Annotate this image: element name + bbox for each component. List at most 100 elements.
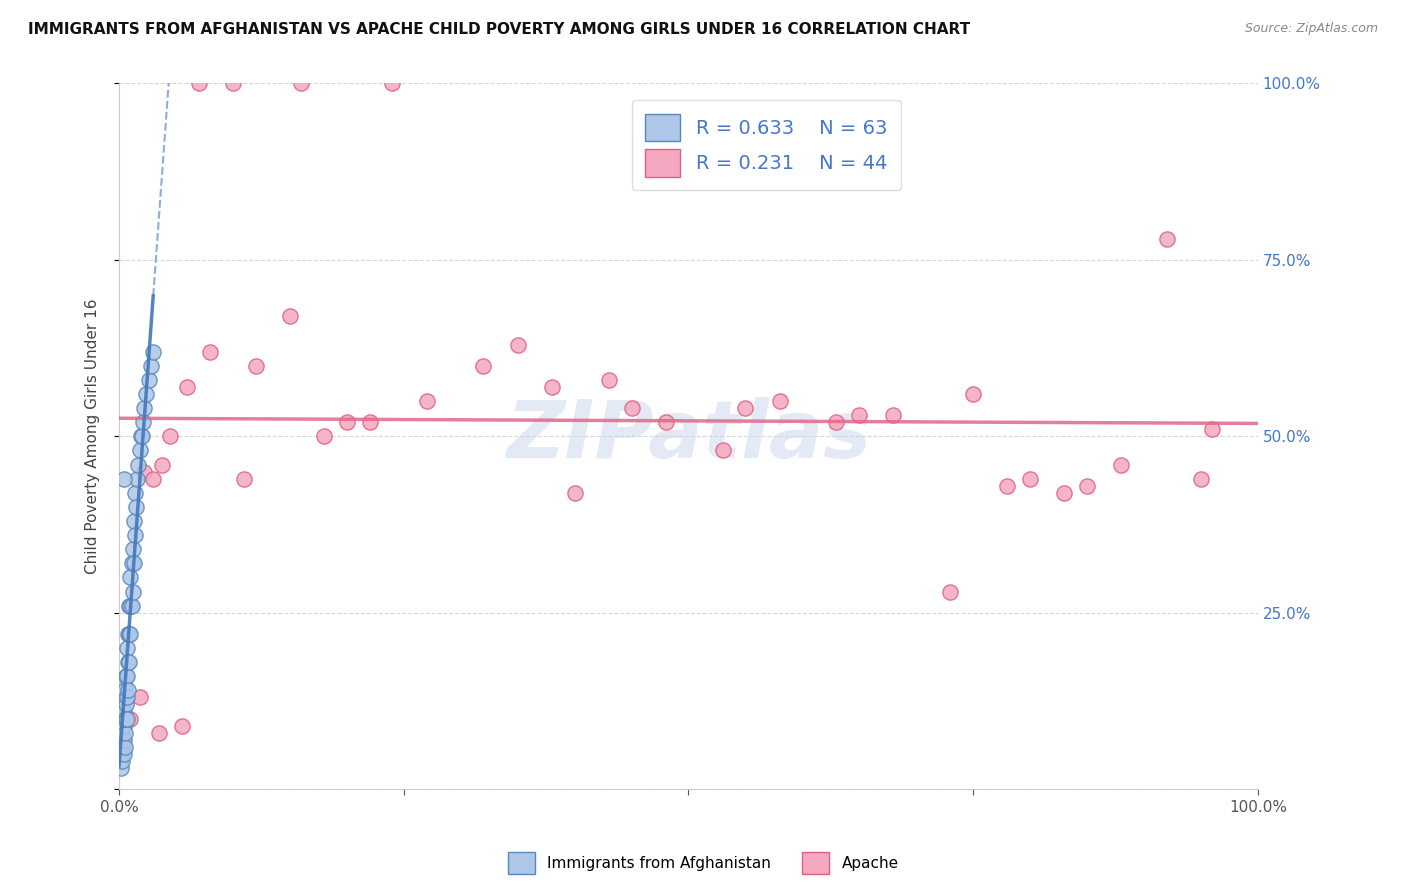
Point	[117, 655, 139, 669]
Point	[128, 443, 150, 458]
Point	[122, 514, 145, 528]
Point	[115, 669, 138, 683]
Point	[472, 359, 495, 373]
Point	[111, 683, 134, 698]
Point	[120, 570, 142, 584]
Point	[598, 373, 620, 387]
Point	[127, 458, 149, 472]
Point	[111, 725, 134, 739]
Point	[381, 77, 404, 91]
Legend: R = 0.633    N = 63, R = 0.231    N = 44: R = 0.633 N = 63, R = 0.231 N = 44	[631, 100, 901, 190]
Point	[148, 725, 170, 739]
Point	[115, 698, 138, 712]
Point	[142, 472, 165, 486]
Point	[882, 408, 904, 422]
Point	[129, 429, 152, 443]
Point	[540, 380, 562, 394]
Point	[108, 712, 131, 726]
Point	[112, 705, 135, 719]
Point	[108, 725, 131, 739]
Point	[115, 712, 138, 726]
Point	[108, 739, 131, 754]
Point	[1189, 472, 1212, 486]
Point	[187, 77, 209, 91]
Point	[198, 344, 221, 359]
Point	[1156, 232, 1178, 246]
Point	[848, 408, 870, 422]
Point	[132, 415, 155, 429]
Point	[278, 310, 301, 324]
Point	[111, 739, 134, 754]
Text: Source: ZipAtlas.com: Source: ZipAtlas.com	[1244, 22, 1378, 36]
Point	[290, 77, 312, 91]
Point	[111, 754, 134, 768]
Point	[124, 528, 146, 542]
Point	[128, 690, 150, 705]
Point	[110, 761, 132, 775]
Text: IMMIGRANTS FROM AFGHANISTAN VS APACHE CHILD POVERTY AMONG GIRLS UNDER 16 CORRELA: IMMIGRANTS FROM AFGHANISTAN VS APACHE CH…	[28, 22, 970, 37]
Point	[150, 458, 173, 472]
Point	[124, 485, 146, 500]
Point	[117, 627, 139, 641]
Point	[108, 754, 131, 768]
Point	[120, 712, 142, 726]
Point	[127, 472, 149, 486]
Point	[1201, 422, 1223, 436]
Point	[111, 698, 134, 712]
Point	[115, 669, 138, 683]
Point	[1076, 478, 1098, 492]
Point	[118, 627, 141, 641]
Point	[121, 557, 143, 571]
Point	[176, 380, 198, 394]
Point	[120, 627, 142, 641]
Point	[118, 655, 141, 669]
Point	[112, 472, 135, 486]
Point	[222, 77, 245, 91]
Point	[111, 712, 134, 726]
Point	[138, 373, 160, 387]
Point	[132, 401, 155, 415]
Point	[1109, 458, 1132, 472]
Point	[125, 500, 148, 514]
Point	[120, 599, 142, 613]
Point	[359, 415, 381, 429]
Point	[122, 557, 145, 571]
Point	[768, 394, 790, 409]
Point	[118, 599, 141, 613]
Point	[115, 690, 138, 705]
Point	[115, 640, 138, 655]
Point	[564, 485, 586, 500]
Point	[110, 676, 132, 690]
Point	[110, 747, 132, 761]
Point	[114, 712, 136, 726]
Point	[121, 599, 143, 613]
Point	[117, 683, 139, 698]
Point	[159, 429, 181, 443]
Point	[939, 584, 962, 599]
Point	[142, 344, 165, 359]
Y-axis label: Child Poverty Among Girls Under 16: Child Poverty Among Girls Under 16	[86, 299, 100, 574]
Point	[139, 359, 162, 373]
Point	[110, 732, 132, 747]
Point	[112, 747, 135, 761]
Point	[1019, 472, 1042, 486]
Point	[121, 542, 143, 557]
Point	[620, 401, 643, 415]
Point	[131, 429, 153, 443]
Point	[112, 732, 135, 747]
Point	[506, 337, 529, 351]
Point	[112, 718, 135, 732]
Point	[336, 415, 359, 429]
Text: ZIPatlas: ZIPatlas	[506, 397, 870, 475]
Point	[312, 429, 335, 443]
Point	[114, 683, 136, 698]
Point	[110, 705, 132, 719]
Point	[995, 478, 1018, 492]
Point	[734, 401, 756, 415]
Point	[110, 718, 132, 732]
Point	[115, 712, 138, 726]
Point	[170, 718, 193, 732]
Legend: Immigrants from Afghanistan, Apache: Immigrants from Afghanistan, Apache	[502, 846, 904, 880]
Point	[110, 690, 132, 705]
Point	[962, 387, 984, 401]
